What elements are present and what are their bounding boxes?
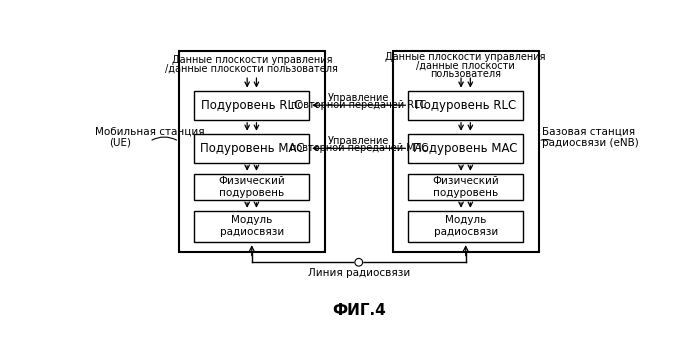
Text: Управление: Управление xyxy=(328,92,389,102)
Text: Базовая станция: Базовая станция xyxy=(542,126,636,136)
Bar xyxy=(195,211,309,241)
Bar xyxy=(179,51,325,252)
Circle shape xyxy=(355,258,363,266)
Text: радиосвязи (eNB): радиосвязи (eNB) xyxy=(542,138,639,148)
Text: (UE): (UE) xyxy=(109,138,131,148)
Bar xyxy=(195,174,309,200)
Text: Подуровень RLC: Подуровень RLC xyxy=(415,99,517,112)
Text: Управление: Управление xyxy=(328,136,389,146)
Bar xyxy=(408,134,523,163)
Text: Подуровень RLC: Подуровень RLC xyxy=(201,99,302,112)
Text: повторной передачей MAC: повторной передачей MAC xyxy=(290,143,428,153)
Bar xyxy=(408,174,523,200)
Text: Подуровень MAC: Подуровень MAC xyxy=(199,142,304,155)
Bar xyxy=(408,211,523,241)
Text: Подуровень MAC: Подуровень MAC xyxy=(414,142,518,155)
Text: Физический
подуровень: Физический подуровень xyxy=(218,176,285,198)
Bar xyxy=(195,134,309,163)
Text: Физический
подуровень: Физический подуровень xyxy=(433,176,499,198)
Bar xyxy=(408,91,523,120)
Text: Мобильная станция: Мобильная станция xyxy=(95,126,205,136)
Text: Данные плоскости управления: Данные плоскости управления xyxy=(386,52,546,62)
Text: Линия радиосвязи: Линия радиосвязи xyxy=(307,268,410,278)
Text: Модуль
радиосвязи: Модуль радиосвязи xyxy=(220,215,284,237)
Text: ФИГ.4: ФИГ.4 xyxy=(332,302,386,317)
Text: /данные плоскости пользователя: /данные плоскости пользователя xyxy=(165,64,338,74)
Bar xyxy=(393,51,538,252)
Text: пользователя: пользователя xyxy=(430,69,501,79)
Bar xyxy=(195,91,309,120)
Text: повторной передачей RLC: повторной передачей RLC xyxy=(291,100,426,110)
Text: Модуль
радиосвязи: Модуль радиосвязи xyxy=(433,215,498,237)
Text: Данные плоскости управления: Данные плоскости управления xyxy=(172,55,332,65)
Text: /данные плоскости: /данные плоскости xyxy=(416,61,515,71)
